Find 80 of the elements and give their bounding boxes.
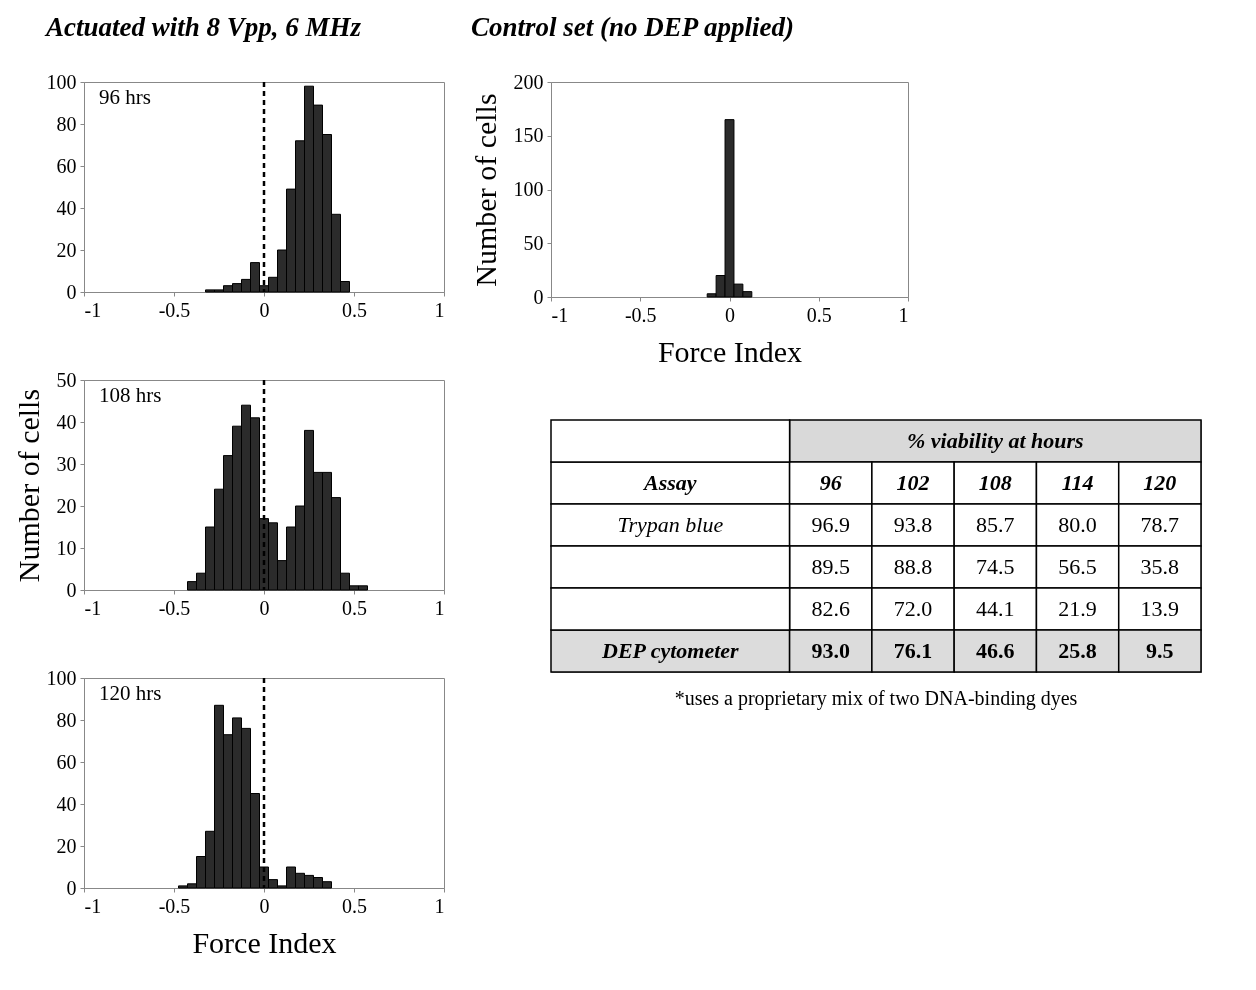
data-label: 13.9 [1140, 596, 1180, 621]
y-tick-label: DEP cytometer [600, 638, 740, 663]
y-tick-label: 100 [46, 666, 77, 689]
data-label: 72.0 [893, 596, 933, 621]
x-axis-title: Force Index [657, 334, 803, 368]
y-tick-label: Trypan blue [617, 512, 724, 537]
x-tick-label: -0.5 [158, 894, 191, 917]
x-tick-label: 1 [434, 596, 445, 619]
y-tick-label: 0 [66, 578, 77, 601]
data-label: 93.0 [811, 638, 850, 663]
y-axis-title: Number of cells [11, 388, 45, 583]
text: *uses a proprietary mix of two DNA-binding dyes [674, 686, 1078, 710]
data-label: 25.8 [1058, 638, 1097, 663]
x-tick-label: 0.5 [342, 298, 367, 321]
x-tick-label: 108 [978, 470, 1012, 495]
x-tick-label: -1 [84, 894, 102, 917]
y-tick-label: 40 [56, 792, 77, 815]
data-label: 56.5 [1058, 554, 1097, 579]
y-tick-label: 80 [56, 112, 77, 135]
x-tick-label: -0.5 [624, 303, 657, 326]
chart-title: Control set (no DEP applied) [471, 12, 795, 42]
data-label: 46.6 [976, 638, 1015, 663]
x-tick-label: 0 [259, 298, 270, 321]
y-tick-label: 40 [56, 410, 77, 433]
y-tick-label: 50 [523, 231, 544, 254]
annotation: 120 hrs [99, 681, 162, 705]
x-tick-label: 120 [1143, 470, 1177, 495]
y-tick-label: 150 [513, 124, 544, 147]
x-tick-label: 96 [819, 470, 842, 495]
data-label: 44.1 [976, 596, 1015, 621]
x-tick-label: 0 [259, 894, 270, 917]
chart-title: Actuated with 8 Vpp, 6 MHz [44, 12, 362, 42]
x-tick-label: 0 [259, 596, 270, 619]
x-tick-label: 102 [896, 470, 930, 495]
x-tick-label: 0.5 [342, 894, 367, 917]
data-label: 78.7 [1140, 512, 1180, 537]
x-tick-label: -0.5 [158, 298, 191, 321]
x-tick-label: 1 [434, 894, 445, 917]
x-tick-label: -1 [551, 303, 569, 326]
y-axis-title: Assay [642, 470, 697, 495]
x-tick-label: 1 [434, 298, 445, 321]
y-tick-label: 20 [56, 238, 77, 261]
y-axis-title: Number of cells [468, 93, 502, 287]
data-label: 82.6 [811, 596, 850, 621]
y-tick-label: 200 [513, 70, 544, 93]
x-tick-label: 0.5 [806, 303, 832, 326]
data-label: 35.8 [1140, 554, 1180, 579]
y-tick-label: 10 [56, 536, 77, 559]
y-tick-label: 50 [56, 368, 77, 391]
y-tick-label: 80 [56, 708, 77, 731]
x-tick-label: -1 [84, 596, 102, 619]
x-tick-label: 0.5 [342, 596, 367, 619]
y-tick-label: 0 [66, 280, 77, 303]
data-label: 21.9 [1058, 596, 1097, 621]
data-label: 9.5 [1146, 638, 1174, 663]
x-tick-label: -1 [84, 298, 102, 321]
data-label: 76.1 [893, 638, 933, 663]
data-label: 80.0 [1058, 512, 1097, 537]
x-tick-label: 1 [898, 303, 909, 326]
y-tick-label: 0 [66, 876, 77, 899]
x-tick-label: -0.5 [158, 596, 191, 619]
y-tick-label: 100 [46, 70, 77, 93]
data-label: 93.8 [893, 512, 933, 537]
data-label: 89.5 [811, 554, 850, 579]
x-axis-title: % viability at hours [906, 428, 1084, 453]
y-tick-label: 30 [56, 452, 77, 475]
x-axis-title: Force Index [192, 925, 337, 959]
data-label: 96.9 [811, 512, 850, 537]
y-tick-label: 20 [56, 834, 77, 857]
y-tick-label: 60 [56, 154, 77, 177]
x-tick-label: 114 [1061, 470, 1094, 495]
y-tick-label: 20 [56, 494, 77, 517]
data-label: 74.5 [976, 554, 1015, 579]
y-tick-label: 40 [56, 196, 77, 219]
annotation: 108 hrs [99, 383, 162, 407]
data-label: 88.8 [893, 554, 933, 579]
y-tick-label: 100 [513, 178, 544, 200]
y-tick-label: 60 [56, 750, 77, 773]
annotation: 96 hrs [99, 85, 151, 109]
data-label: 85.7 [976, 512, 1015, 537]
